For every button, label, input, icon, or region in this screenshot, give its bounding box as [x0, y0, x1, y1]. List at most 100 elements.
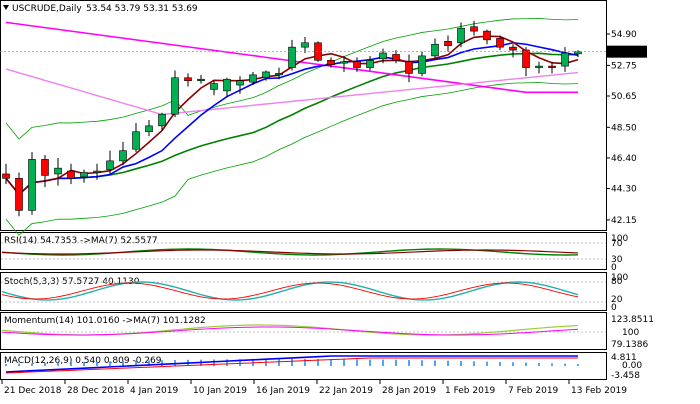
main-chart-frame [0, 0, 607, 231]
candle-body [93, 170, 101, 173]
rsi-level-0: 0 [611, 263, 617, 273]
momentum-title: Momentum(14) 101.0160 ->MA(7) 101.1282 [4, 316, 206, 326]
chart-symbol: USCRUDE,Daily [12, 4, 82, 14]
candle-body [522, 49, 530, 68]
candle-body [561, 52, 569, 67]
macd-title: MACD(12,26,9) 0.540 0.809 -0.269 [4, 356, 162, 366]
time-tick-label: 10 Jan 2019 [193, 386, 247, 396]
candle-body [496, 38, 504, 48]
current-price-label: 53.69 [612, 48, 638, 58]
macd-frame [0, 352, 607, 380]
candle-body [418, 55, 426, 74]
candle-body [171, 77, 179, 115]
candle-body [379, 52, 387, 60]
stoch-level-20: 20 [611, 295, 623, 305]
candle-body [28, 159, 36, 211]
macd-level-high: 4.811 [611, 353, 637, 363]
macd-level-low: -3.458 [611, 371, 640, 381]
stoch-main-line [1, 281, 579, 301]
candle-body [210, 83, 218, 90]
time-tick-label: 21 Dec 2018 [4, 386, 62, 396]
candle-body [509, 46, 517, 51]
stoch-frame [0, 272, 607, 311]
candle-body [262, 71, 270, 79]
candle-body [366, 59, 374, 68]
chart-ohlc: 53.54 53.79 53.31 53.69 [86, 4, 198, 14]
candle-body [119, 150, 127, 162]
candle-body [392, 54, 400, 61]
candle-body [431, 43, 439, 57]
time-tick-label: 28 Dec 2018 [67, 386, 125, 396]
time-axis: 21 Dec 2018 28 Dec 2018 4 Jan 2019 10 Jan 2… [1, 380, 627, 396]
header-arrow-icon [3, 5, 9, 10]
time-tick-label: 1 Feb 2019 [445, 386, 496, 396]
candle-body [184, 77, 192, 81]
rsi-level-100: 100 [611, 234, 628, 244]
rsi-level-70: 70 [611, 239, 623, 249]
candle-body [457, 27, 465, 44]
price-tick-label: 54.90 [611, 30, 637, 40]
momentum-level-high: 123.8511 [611, 315, 654, 325]
bollinger-upper-line [5, 17, 579, 140]
ma-mid-line [5, 41, 579, 196]
candle-body [249, 74, 257, 83]
rsi-title: RSI(14) 54.7353 ->MA(7) 52.5577 [4, 236, 158, 246]
indicator-lines [1, 242, 606, 374]
time-tick-label: 7 Feb 2019 [508, 386, 559, 396]
candle-body [275, 73, 283, 76]
price-tick-label: 42.15 [611, 216, 637, 226]
rsi-ma-line [1, 249, 579, 255]
candle-body [80, 172, 88, 178]
time-tick-label: 13 Feb 2019 [571, 386, 627, 396]
candle-body [405, 61, 413, 74]
candle-body [548, 65, 556, 68]
candle-body [106, 160, 114, 170]
price-tick-label: 44.30 [611, 185, 637, 195]
momentum-level-low: 79.1386 [611, 340, 648, 350]
candle-body [236, 80, 244, 86]
macd-line [5, 355, 578, 373]
candle-body [15, 178, 23, 211]
stoch-title: Stoch(5,3,3) 57.5727 40.1130 [4, 277, 140, 287]
candle-body [574, 51, 582, 55]
pink-ma-line [5, 68, 579, 116]
candle-body [470, 26, 478, 32]
candle-body [197, 78, 205, 81]
momentum-level-100: 100 [622, 328, 639, 338]
stoch-signal-line [1, 282, 579, 300]
rsi-frame [0, 232, 607, 270]
price-axis: 54.90 52.75 50.65 48.50 46.40 44.30 42.15 [606, 30, 637, 226]
rsi-level-30: 30 [611, 255, 623, 265]
macd-signal-line [5, 357, 578, 374]
time-tick-label: 4 Jan 2019 [130, 386, 178, 396]
candle-body [223, 78, 231, 92]
candle-body [145, 125, 153, 133]
macd-level-zero: 0.00 [622, 361, 642, 371]
time-tick-label: 28 Jan 2019 [382, 386, 436, 396]
candle-body [483, 30, 491, 41]
time-tick-label: 22 Jan 2019 [319, 386, 373, 396]
current-price-tag: 53.69 [0, 45, 647, 58]
candle-body [288, 46, 296, 68]
overlay-lines [5, 17, 579, 236]
candle-body [327, 59, 335, 65]
candle-body [340, 61, 348, 64]
time-tick-label: 16 Jan 2019 [256, 386, 310, 396]
momentum-ma-line [1, 326, 579, 336]
price-tick-label: 50.65 [611, 92, 637, 102]
price-tick-label: 48.50 [611, 123, 637, 133]
stoch-level-0: 0 [611, 303, 617, 313]
candle-body [132, 131, 140, 150]
candle-body [353, 61, 361, 68]
candle-body [301, 42, 309, 48]
candle-body [67, 170, 75, 179]
candle-body [158, 113, 166, 127]
price-tick-label: 46.40 [611, 154, 637, 164]
candle-body [444, 41, 452, 46]
stoch-level-100: 100 [611, 273, 628, 283]
candle-body [41, 159, 49, 176]
stoch-level-80: 80 [611, 277, 623, 287]
candle-body [535, 65, 543, 68]
candles [2, 20, 582, 217]
